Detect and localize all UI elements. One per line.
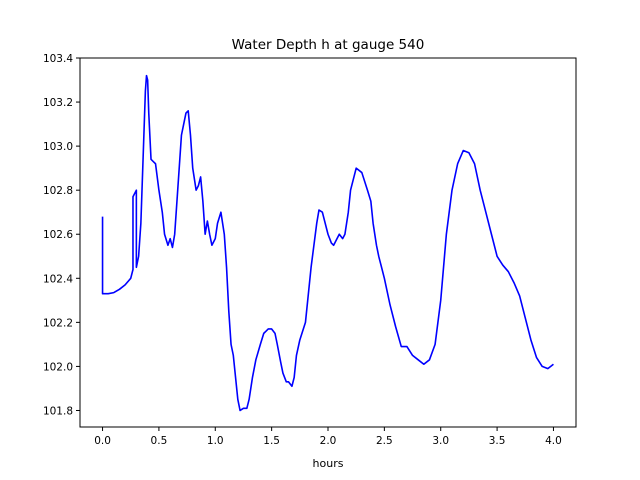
y-tick-label: 101.8 — [43, 405, 73, 417]
y-tick-label: 102.6 — [43, 229, 73, 241]
y-tick-label: 103.4 — [43, 53, 73, 65]
water-depth-line — [101, 74, 554, 412]
x-tick-label: 1.0 — [207, 435, 224, 447]
x-tick-label: 4.0 — [545, 435, 562, 447]
x-tick-label: 3.5 — [489, 435, 506, 447]
y-tick-label: 103.0 — [43, 141, 73, 153]
axes-frame — [79, 57, 577, 428]
y-tick-label: 102.0 — [43, 361, 73, 373]
x-tick-label: 2.0 — [320, 435, 337, 447]
plot-area — [101, 74, 554, 412]
x-tick-label: 0.0 — [94, 435, 111, 447]
x-tick-label: 3.0 — [432, 435, 449, 447]
y-axis-ticks: 101.8 102.0 102.2 102.4 102.6 102.8 103.0 103.2… — [43, 53, 80, 417]
y-tick-label: 103.2 — [43, 97, 73, 109]
chart-title: Water Depth h at gauge 540 — [232, 37, 425, 53]
y-tick-label: 102.4 — [43, 273, 73, 285]
y-tick-label: 102.2 — [43, 317, 73, 329]
x-axis-ticks: 0.0 0.5 1.0 1.5 2.0 2.5 3.0 3.5 4.0 — [94, 427, 562, 447]
x-axis-label: hours — [313, 457, 344, 470]
y-tick-label: 102.8 — [43, 185, 73, 197]
x-tick-label: 0.5 — [151, 435, 168, 447]
x-tick-label: 1.5 — [263, 435, 280, 447]
x-tick-label: 2.5 — [376, 435, 393, 447]
